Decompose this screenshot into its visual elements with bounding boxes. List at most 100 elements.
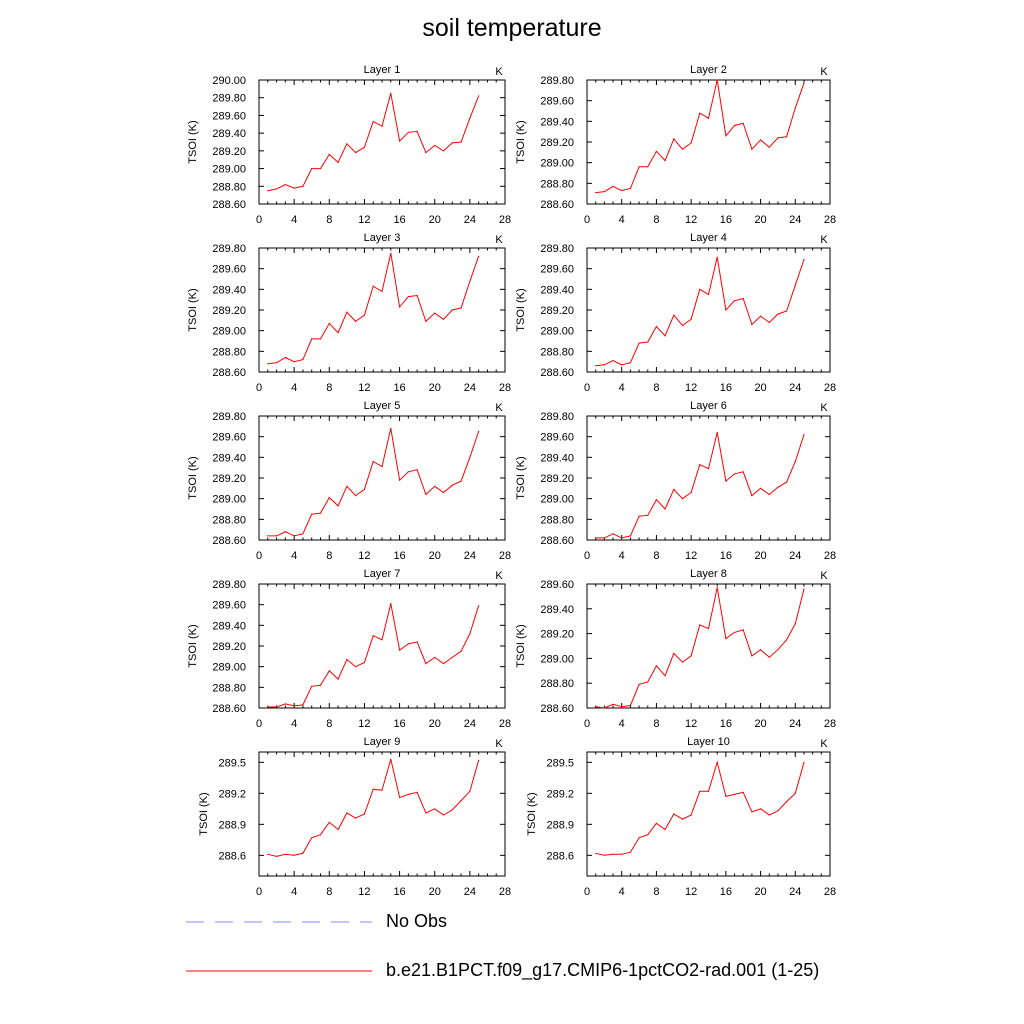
panel-3-data-point xyxy=(346,311,348,313)
panel-4-data-point xyxy=(768,321,770,323)
panel-9-xtick-label: 4 xyxy=(291,886,297,898)
panel-1-data-point xyxy=(381,125,383,127)
panel-9-data-point xyxy=(346,812,348,814)
panel-2-xtick-label: 16 xyxy=(720,214,732,226)
legend-obs-label: No Obs xyxy=(386,911,448,931)
panel-2-data-point xyxy=(690,142,692,144)
panel-7-data-point xyxy=(469,633,471,635)
panel-9-xtick-label: 16 xyxy=(393,886,405,898)
panel-8-ytick-label: 289.20 xyxy=(540,629,574,641)
panel-10-data-point xyxy=(595,852,597,854)
panel-7-data-point xyxy=(284,703,286,705)
panel-7-data-point xyxy=(381,639,383,641)
panel-8-data-point xyxy=(707,628,710,630)
panel-10-data-point xyxy=(664,828,666,831)
panel-9-title: Layer 9 xyxy=(364,736,401,748)
panel-4-data-point xyxy=(733,300,736,302)
panel-9-xtick-label: 24 xyxy=(464,886,476,898)
panel-10-data-point xyxy=(612,853,614,855)
panel-8-data-point xyxy=(777,649,779,651)
panel-8-data-point xyxy=(786,639,788,641)
panel-8-data-point xyxy=(655,665,658,667)
panel-10-ytick-label: 289.2 xyxy=(546,788,574,800)
panel-10-units: K xyxy=(820,738,828,750)
panel-5-data-point xyxy=(407,471,409,473)
panel-1-data-point xyxy=(390,92,392,94)
legend-model-label: b.e21.B1PCT.f09_g17.CMIP6-1pctCO2-rad.00… xyxy=(386,960,820,980)
panel-6-data-point xyxy=(603,537,606,539)
panel-2-data-point xyxy=(794,107,796,109)
panel-1-xtick-label: 16 xyxy=(393,214,405,226)
panel-6-data-point xyxy=(786,481,788,483)
panel-6-data-point xyxy=(751,495,753,497)
panel-2-ytick-label: 289.00 xyxy=(540,158,574,170)
panel-9-data-point xyxy=(355,817,357,819)
panel-9-data-point xyxy=(442,814,445,816)
panel-8-xtick-label: 28 xyxy=(824,718,836,730)
panel-10-xtick-label: 12 xyxy=(685,886,697,898)
panel-9-data-point xyxy=(451,809,453,811)
panel-7-title: Layer 7 xyxy=(364,568,401,580)
panel-2-data-point xyxy=(803,82,805,84)
panel-10-ytick-label: 289.5 xyxy=(546,757,574,769)
panel-7-units: K xyxy=(495,570,503,582)
panel-7-xtick-label: 0 xyxy=(256,718,262,730)
panel-1-data-point xyxy=(363,146,365,148)
panel-1-ytick-label: 288.60 xyxy=(212,199,246,211)
panel-3-title: Layer 3 xyxy=(364,232,401,244)
panel-7-ytick-label: 289.20 xyxy=(212,641,246,653)
panel-5-data-point xyxy=(416,469,418,471)
panel-9-xtick-label: 8 xyxy=(326,886,332,898)
panel-5-ytick-label: 289.00 xyxy=(212,494,246,506)
panel-2-xtick-label: 4 xyxy=(619,214,625,226)
panel-5-data-point xyxy=(451,484,453,486)
panel-10-data-point xyxy=(655,822,658,824)
panel-3-data-point xyxy=(451,309,453,311)
panel-1-data-point xyxy=(311,168,313,170)
panel-7-data-point xyxy=(293,705,295,707)
panel-5-ytick-label: 288.60 xyxy=(212,535,246,547)
panel-1-xtick-label: 4 xyxy=(291,214,297,226)
panel-3-data-point xyxy=(478,255,480,257)
panel-7-data-point xyxy=(451,656,453,659)
panel-6-data-point xyxy=(733,473,736,475)
panel-3-data-point xyxy=(434,312,436,314)
panel-4-data-point xyxy=(673,314,675,316)
panel-4-data-point xyxy=(647,341,649,343)
panel-7-xtick-label: 28 xyxy=(499,718,511,730)
panel-9-data-point xyxy=(434,808,436,810)
panel-1-data-point xyxy=(346,143,348,145)
panel-10-data-point xyxy=(681,818,684,820)
panel-4-data-point xyxy=(742,298,744,300)
panel-8-data-point xyxy=(647,681,649,683)
panel-8-ytick-label: 288.60 xyxy=(540,703,574,715)
panel-6-xtick-label: 8 xyxy=(653,550,659,562)
panel-2-xtick-label: 8 xyxy=(653,214,659,226)
panel-10-data-point xyxy=(638,837,640,839)
panel-1-data-point xyxy=(442,150,445,152)
panel-4-xtick-label: 20 xyxy=(754,382,766,394)
panel-6-xtick-label: 24 xyxy=(789,550,801,562)
panel-3-data-point xyxy=(390,252,392,254)
panel-3-units: K xyxy=(495,234,503,246)
panel-7-data-point xyxy=(346,658,348,661)
panel-3-data-point xyxy=(328,322,330,324)
panel-6-xtick-label: 20 xyxy=(754,550,766,562)
panel-4-data-point xyxy=(595,365,597,367)
panel-6-data-point xyxy=(725,480,727,482)
panel-5-data-point xyxy=(311,513,313,515)
panel-9-data-point xyxy=(284,853,286,855)
panel-9-data-point xyxy=(469,790,471,792)
panel-9-data-point xyxy=(337,828,339,831)
panel-5-data-point xyxy=(276,535,278,537)
panel-1-xtick-label: 24 xyxy=(464,214,476,226)
panel-1-data-point xyxy=(337,161,339,163)
panel-3-xtick-label: 4 xyxy=(291,382,297,394)
panel-5-xtick-label: 0 xyxy=(256,550,262,562)
panel-10-data-point xyxy=(751,811,753,813)
panel-2-data-point xyxy=(629,187,632,190)
panel-1-data-point xyxy=(399,140,401,142)
panel-7-data-point xyxy=(328,670,330,672)
panel-8-data-point xyxy=(803,588,805,590)
panel-4-data-point xyxy=(603,364,606,366)
